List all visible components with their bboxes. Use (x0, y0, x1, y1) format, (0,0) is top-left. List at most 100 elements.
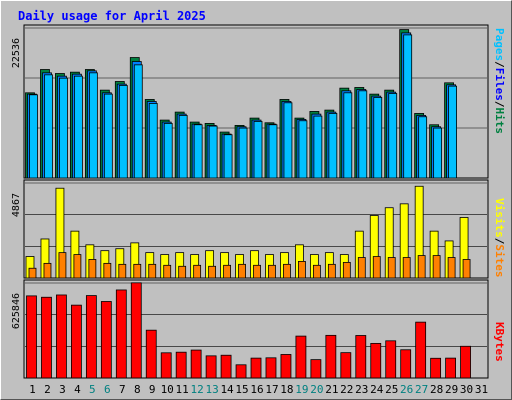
kbytes-bar (130, 282, 142, 379)
pages-bar (193, 124, 203, 179)
x-tick-label: 4 (74, 383, 81, 396)
kbytes-bar (295, 335, 307, 379)
kbytes-bar (280, 354, 292, 379)
sites-bar (298, 261, 306, 279)
pages-bar (29, 94, 38, 179)
sites-bar (238, 263, 246, 279)
kbytes-bar (100, 301, 112, 379)
kbytes-bar (400, 349, 412, 379)
sites-bar (312, 264, 321, 279)
x-tick-label: 21 (325, 383, 338, 396)
x-tick-label: 29 (445, 383, 458, 396)
sites-bar (253, 264, 261, 279)
x-tick-label: 9 (149, 383, 156, 396)
sites-bar (223, 264, 231, 279)
kbytes-bar (220, 354, 232, 379)
sites-bar (28, 267, 37, 279)
x-tick-label: 2 (44, 383, 51, 396)
sites-bar (327, 263, 336, 279)
x-tick-label: 30 (460, 383, 473, 396)
x-tick-label: 22 (340, 383, 353, 396)
x-tick-label: 13 (205, 383, 218, 396)
x-tick-label: 17 (265, 383, 278, 396)
sites-bar (58, 252, 67, 279)
x-tick-label: 15 (235, 383, 248, 396)
panel-3-ymax-label: 625846 (11, 293, 22, 329)
sites-bar (342, 261, 351, 279)
sites-bar (73, 254, 82, 279)
x-tick-label: 31 (475, 383, 488, 396)
x-tick-label: 8 (134, 383, 141, 396)
kbytes-bar (250, 357, 262, 379)
x-tick-label: 19 (295, 383, 308, 396)
pages-bar (74, 75, 83, 179)
kbytes-bar (385, 340, 397, 379)
x-tick-label: 11 (176, 383, 189, 396)
kbytes-bar (41, 296, 52, 379)
legend-panel-1-separator: / (493, 101, 506, 108)
sites-bar (133, 263, 142, 279)
panel-1-ymax-label: 22536 (11, 38, 22, 68)
sites-bar (103, 262, 112, 279)
kbytes-bar (340, 352, 352, 379)
sites-bar (462, 259, 471, 279)
legend-panel-2-visits: Visits (493, 198, 506, 238)
kbytes-bar (460, 345, 471, 379)
sites-bar (208, 265, 217, 279)
pages-bar (88, 72, 98, 179)
kbytes-bar (370, 342, 382, 379)
pages-bar (448, 85, 457, 179)
pages-bar (59, 77, 68, 179)
kbytes-bar (145, 329, 157, 379)
pages-bar (208, 125, 218, 179)
sites-bar (43, 262, 52, 279)
sites-bar (118, 263, 127, 279)
legend-panel-2-separator: / (493, 238, 506, 245)
kbytes-bar (445, 357, 456, 379)
pages-bar (298, 120, 308, 179)
kbytes-bar (430, 357, 442, 379)
legend-panel-1: Pages/Files/Hits (493, 28, 506, 134)
legend-panel-3-kbytes: KBytes (493, 322, 506, 362)
x-tick-label: 14 (220, 383, 234, 396)
kbytes-bar (265, 357, 277, 379)
x-tick-label: 5 (89, 383, 96, 396)
x-tick-label: 28 (430, 383, 443, 396)
kbytes-bar (85, 295, 97, 379)
pages-bar (238, 127, 248, 179)
x-tick-label: 25 (385, 383, 398, 396)
sites-bar (148, 263, 157, 279)
x-tick-label: 1 (29, 383, 36, 396)
x-tick-label: 24 (370, 383, 384, 396)
pages-bar (313, 115, 323, 179)
legend-panel-3: KBytes (493, 322, 506, 362)
x-tick-label: 12 (191, 383, 204, 396)
sites-bar (417, 255, 426, 279)
sites-bar (178, 265, 187, 279)
sites-bar (163, 264, 172, 279)
kbytes-bar (175, 351, 187, 379)
sites-bar (357, 257, 366, 279)
x-tick-label: 6 (104, 383, 111, 396)
x-tick-label: 26 (400, 383, 413, 396)
pages-bar (44, 74, 53, 179)
kbytes-bar (115, 289, 127, 379)
pages-bar (253, 121, 263, 179)
pages-bar (283, 102, 293, 179)
kbytes-bar (71, 304, 82, 379)
x-tick-label: 16 (250, 383, 263, 396)
x-tick-label: 3 (59, 383, 66, 396)
legend-panel-1-files: Files (493, 68, 506, 101)
kbytes-bar (205, 355, 217, 379)
legend-panel-1-hits: Hits (493, 108, 506, 135)
pages-bar (133, 64, 143, 179)
x-tick-label: 20 (310, 383, 323, 396)
kbytes-bar (190, 349, 202, 379)
pages-bar (178, 115, 188, 179)
sites-bar (402, 257, 411, 279)
pages-bar (163, 123, 173, 179)
pages-bar (403, 34, 413, 179)
kbytes-bar (415, 321, 427, 379)
pages-bar (118, 85, 128, 179)
sites-bar (193, 264, 202, 279)
